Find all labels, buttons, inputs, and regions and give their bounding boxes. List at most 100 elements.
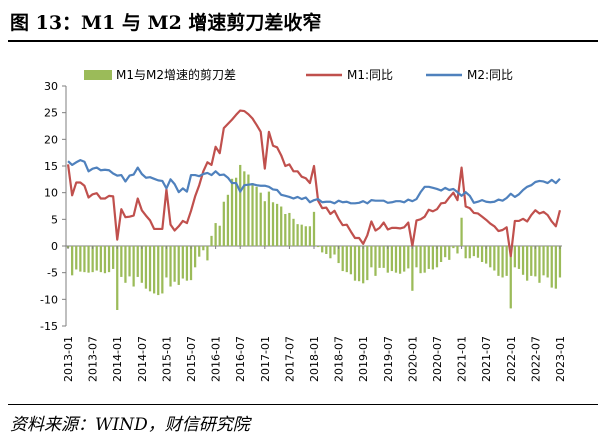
y-tick-label: 20 <box>44 133 58 146</box>
bar-spread <box>456 246 459 254</box>
x-tick-label: 2020-01 <box>406 336 419 382</box>
bar-spread <box>288 212 291 246</box>
x-tick-label: 2013-07 <box>87 336 100 382</box>
figure-title: 图 13：M1 与 M2 增速剪刀差收窄 <box>10 12 322 34</box>
bar-spread <box>87 246 90 273</box>
bar-spread <box>325 246 328 254</box>
bar-spread <box>251 183 254 246</box>
bar-spread <box>345 246 348 273</box>
bar-spread <box>464 246 467 259</box>
y-tick-label: 5 <box>51 213 58 226</box>
bar-spread <box>476 246 480 258</box>
bar-spread <box>222 201 225 246</box>
x-tick-label: 2013-01 <box>62 336 75 382</box>
bar-spread <box>234 177 238 246</box>
bar-spread <box>189 246 193 281</box>
bar-spread <box>185 246 189 281</box>
bar-spread <box>472 246 475 257</box>
bar-spread <box>271 202 275 246</box>
legend-swatch-spread <box>84 70 112 80</box>
bar-spread <box>321 246 324 253</box>
bar-spread <box>403 246 406 272</box>
bar-spread <box>292 218 295 246</box>
bar-spread <box>452 246 455 249</box>
bar-spread <box>509 246 512 309</box>
bar-spread <box>193 246 197 268</box>
bar-spread <box>226 194 230 246</box>
bar-spread <box>538 246 541 283</box>
bar-spread <box>357 246 361 282</box>
bar-spread <box>333 246 336 255</box>
bar-spread <box>284 214 287 246</box>
x-tick-label: 2014-07 <box>136 336 149 382</box>
y-tick-label: -10 <box>40 293 58 306</box>
bar-spread <box>394 246 398 273</box>
bar-spread <box>485 246 488 264</box>
bar-spread <box>95 246 98 271</box>
bar-spread <box>259 192 262 246</box>
bar-spread <box>423 246 426 273</box>
y-tick-label: 10 <box>44 187 58 200</box>
bar-spread <box>75 246 78 270</box>
legend-label-m1: M1:同比 <box>347 68 393 82</box>
bar-spread <box>505 246 508 276</box>
bar-spread <box>304 226 307 246</box>
bar-spread <box>128 246 131 277</box>
bar-spread <box>202 246 205 251</box>
bar-spread <box>362 246 365 284</box>
bar-spread <box>247 174 250 246</box>
bar-spread <box>169 246 172 287</box>
bar-spread <box>341 246 344 272</box>
x-tick-label: 2021-07 <box>480 336 493 382</box>
bar-spread <box>390 246 394 272</box>
legend-label-spread: M1与M2增速的剪刀差 <box>116 67 236 82</box>
bar-spread <box>407 246 410 269</box>
bar-spread <box>501 246 504 278</box>
bar-spread <box>521 246 525 275</box>
bar-spread <box>157 246 160 296</box>
bar-spread <box>107 246 111 273</box>
bar-spread <box>316 246 320 248</box>
bar-spread <box>386 246 389 273</box>
bar-spread <box>489 246 492 268</box>
x-tick-label: 2019-01 <box>357 336 370 382</box>
bar-spread <box>444 246 447 258</box>
bar-spread <box>493 246 496 271</box>
x-tick-label: 2022-01 <box>505 336 518 382</box>
x-tick-label: 2016-07 <box>234 336 247 382</box>
bar-spread <box>411 246 414 291</box>
bar-spread <box>140 246 143 283</box>
bar-spread <box>370 246 373 268</box>
bar-spread <box>353 246 357 281</box>
bar-spread <box>181 246 184 279</box>
bar-spread <box>497 246 500 276</box>
y-tick-label: -5 <box>47 267 58 280</box>
bar-spread <box>431 246 435 270</box>
bar-spread <box>312 211 316 246</box>
bar-spread <box>554 246 557 289</box>
bar-spread <box>374 246 377 276</box>
bar-spread <box>366 246 369 281</box>
bar-spread <box>280 206 283 246</box>
x-tick-label: 2023-01 <box>554 336 567 382</box>
bar-spread <box>329 246 332 259</box>
x-tick-label: 2019-07 <box>382 336 395 382</box>
bar-spread <box>349 246 353 275</box>
x-tick-label: 2017-01 <box>259 336 272 382</box>
bar-spread <box>210 235 213 246</box>
bar-spread <box>517 246 521 269</box>
bar-spread <box>177 246 180 285</box>
bar-spread <box>116 246 119 310</box>
bar-spread <box>435 246 439 268</box>
bar-spread <box>120 246 123 277</box>
bar-spread <box>415 246 418 268</box>
bar-spread <box>468 246 471 259</box>
y-tick-label: 25 <box>44 107 58 120</box>
bar-spread <box>112 246 115 269</box>
bar-spread <box>206 246 209 261</box>
y-tick-label: 0 <box>51 240 58 253</box>
bar-spread <box>550 246 553 288</box>
bar-spread <box>300 224 303 246</box>
x-tick-label: 2021-01 <box>456 336 469 382</box>
bar-spread <box>558 246 562 278</box>
